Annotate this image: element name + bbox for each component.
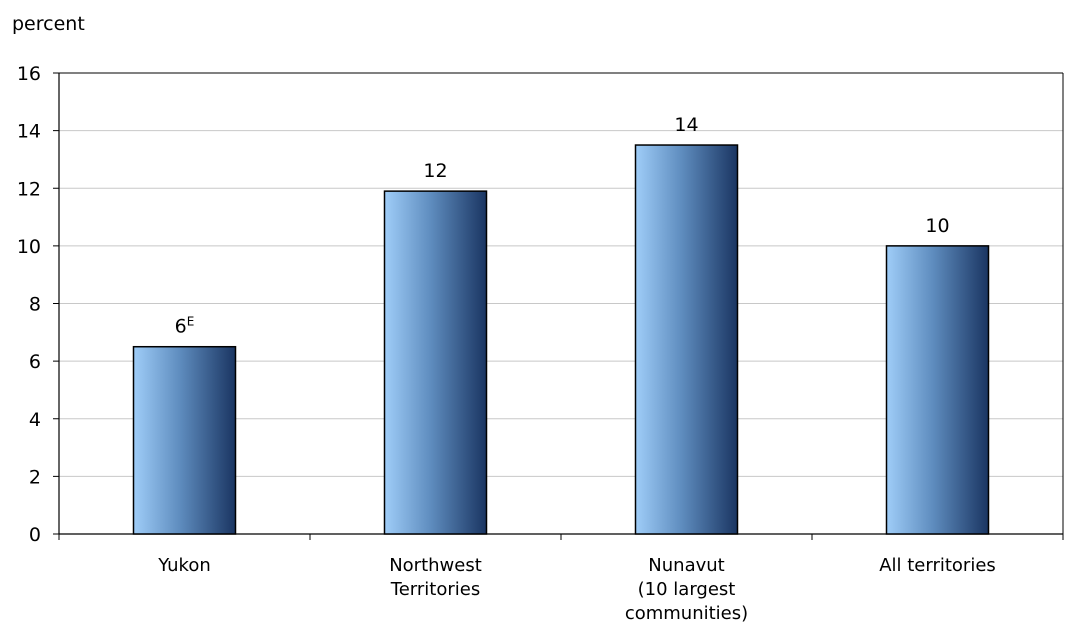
x-category-label: All territories: [879, 555, 996, 576]
y-tick-label: 0: [29, 524, 41, 546]
x-category-label: Northwest Territories: [389, 555, 482, 600]
data-label: 14: [674, 114, 698, 136]
data-labels: 6E 12 14 10: [175, 114, 950, 338]
y-tick-labels: 0 2 4 6 8 10 12 14 16: [17, 63, 41, 546]
y-tick-label: 14: [17, 121, 41, 143]
data-label: 12: [423, 160, 447, 182]
x-category-label: Yukon: [157, 555, 211, 576]
y-tick-label: 8: [29, 294, 41, 316]
bar: [132, 345, 237, 535]
y-tick-label: 12: [17, 178, 41, 200]
y-tick-label: 4: [29, 409, 41, 431]
y-tick-label: 16: [17, 63, 41, 85]
x-category-label: Nunavut (10 largest communities): [625, 555, 748, 624]
data-label: 10: [925, 215, 949, 237]
x-category-labels: Yukon Northwest Territories Nunavut (10 larg…: [157, 555, 996, 624]
bar: [383, 190, 488, 535]
bar: [885, 245, 990, 535]
y-tick-label: 10: [17, 236, 41, 258]
bars: [132, 144, 990, 535]
data-label-superscript: E: [187, 315, 195, 329]
y-tick-label: 2: [29, 466, 41, 488]
data-label: 6E: [175, 315, 195, 338]
y-tick-label: 6: [29, 351, 41, 373]
bar: [634, 144, 739, 535]
y-axis-label: percent: [12, 13, 85, 35]
